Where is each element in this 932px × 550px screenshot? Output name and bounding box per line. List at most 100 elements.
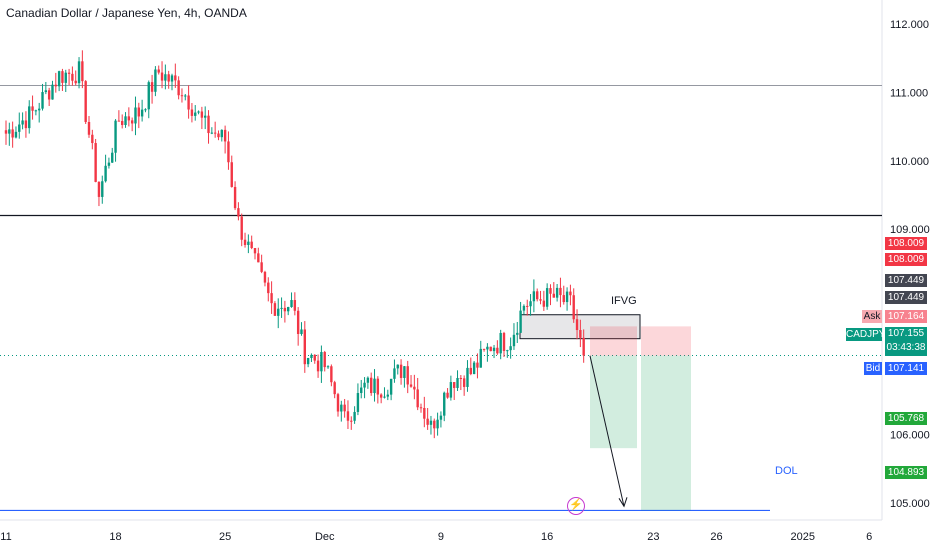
time-tick-label: 2025 [791, 531, 815, 543]
candle-body [111, 152, 114, 163]
candle-body [466, 367, 469, 387]
candle-body [562, 295, 565, 303]
candle-body [44, 90, 48, 93]
candle-body [416, 389, 419, 408]
candle-body [114, 120, 117, 153]
ifvg-label: IFVG [611, 295, 637, 307]
ask-price: 107.164 [885, 310, 927, 323]
candle-body [409, 384, 413, 387]
candle-body [386, 394, 389, 397]
candle-body [38, 108, 41, 111]
target-arrow-head [618, 497, 628, 508]
candle-body [154, 69, 157, 92]
candle-body [200, 111, 204, 118]
grid-lines [0, 0, 883, 521]
candles [4, 50, 585, 439]
candle-body [582, 337, 585, 356]
candle-body [204, 115, 207, 118]
candle-body [170, 75, 174, 82]
candle-body [74, 80, 77, 84]
candle-body [373, 378, 376, 394]
time-tick-label: 6 [866, 531, 872, 543]
candle-body [94, 143, 97, 182]
candle-body [144, 109, 147, 111]
candle-body [496, 347, 499, 354]
price-tick-label: 105.000 [890, 498, 930, 510]
price-tick-label: 112.000 [890, 19, 929, 31]
candle-body [77, 61, 81, 84]
candle-body [233, 186, 237, 209]
candle-body [140, 109, 144, 117]
chart-title: Canadian Dollar / Japanese Yen, 4h, OAND… [6, 6, 247, 20]
candle-body [296, 310, 300, 335]
price-axis[interactable]: 112.000 111.000 110.000 109.000 106.000 105.0… [890, 19, 930, 510]
time-tick-label: Dec [315, 531, 335, 543]
candle-body [479, 348, 482, 368]
candle-body [207, 115, 210, 134]
time-tick-label: 23 [647, 531, 659, 543]
candle-body [572, 295, 575, 320]
candle-body [423, 407, 426, 419]
candle-body [260, 262, 263, 272]
high-price-tag: 108.009 [885, 237, 927, 250]
candle-body [360, 387, 363, 394]
candle-body [250, 241, 253, 248]
candle-body [127, 116, 131, 121]
time-tick-label: 26 [710, 531, 722, 543]
time-tick-label: 11 [0, 531, 11, 543]
candle-body [379, 394, 383, 398]
price-tick-label: 111.000 [890, 87, 928, 99]
candle-body [353, 411, 356, 421]
candle-body [223, 129, 227, 142]
candle-body [8, 129, 11, 134]
candle-body [51, 84, 54, 100]
time-tick-label: 18 [109, 531, 121, 543]
candle-body [283, 307, 287, 312]
candle-body [101, 181, 104, 197]
candle-body [462, 378, 466, 387]
candle-body [403, 366, 406, 378]
candle-body [194, 112, 197, 116]
candle-body [290, 300, 293, 308]
candle-body [280, 307, 283, 309]
candle-body [453, 382, 456, 388]
candle-body [330, 366, 333, 383]
candle-body [237, 208, 240, 217]
zone-price-tag: 107.449 [885, 274, 927, 287]
candle-body [532, 291, 536, 302]
candle-body [486, 346, 489, 350]
candle-body [565, 291, 569, 303]
candle-body [147, 82, 150, 110]
candle-body [326, 366, 330, 368]
price-tick-label: 110.000 [890, 156, 929, 168]
candle-body [184, 95, 187, 97]
candle-body [210, 132, 214, 134]
lightning-event-icon[interactable]: ⚡ [567, 497, 585, 515]
time-axis[interactable]: 11 18 25 Dec 9 16 23 26 2025 6 [0, 531, 872, 543]
candle-body [502, 332, 506, 351]
candle-body [174, 75, 177, 81]
candle-body [393, 368, 396, 379]
candle-body [287, 307, 290, 312]
candle-body [476, 362, 479, 368]
candle-body [526, 305, 529, 307]
candle-body [247, 241, 250, 245]
candle-body [389, 378, 393, 395]
candle-body [456, 377, 459, 388]
candle-body [11, 129, 14, 138]
candle-body [519, 310, 522, 333]
candle-body [539, 299, 542, 301]
candle-body [164, 74, 167, 81]
candle-body [549, 288, 552, 294]
time-tick-label: 9 [438, 531, 444, 543]
symbol-tag: CADJPY [846, 328, 886, 341]
candle-body [306, 358, 310, 365]
candle-body [340, 404, 343, 412]
candle-body [482, 348, 486, 350]
candle-body [104, 165, 107, 182]
candle-body [167, 74, 170, 82]
candle-body [300, 329, 303, 335]
candle-body [134, 107, 137, 124]
